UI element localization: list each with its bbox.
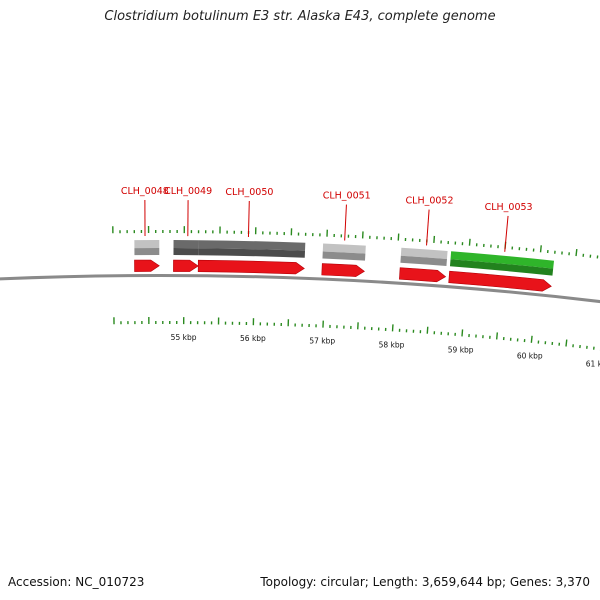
top-tick — [468, 238, 471, 246]
genome-info-text: Topology: circular; Length: 3,659,644 bp… — [260, 575, 590, 589]
gene-label: CLH_0051 — [323, 191, 371, 202]
kbp-scale-label: 57 kbp — [309, 337, 335, 346]
cds-arrow — [197, 259, 305, 275]
top-tick — [575, 249, 578, 257]
bottom-tick — [530, 335, 533, 343]
cds-arrow — [321, 263, 365, 277]
top-tick — [539, 245, 542, 253]
cds-arrow — [134, 259, 160, 272]
gene-label-leader — [426, 209, 430, 246]
cds-arrow — [448, 270, 552, 292]
gene-label-leader — [344, 204, 347, 241]
feature-box — [173, 240, 199, 249]
genome-backbone — [0, 274, 600, 304]
gene-label: CLH_0048 — [121, 186, 169, 197]
gene-label: CLH_0050 — [225, 187, 273, 198]
cds-arrow-track — [134, 259, 552, 292]
gene-label-leader — [504, 215, 509, 252]
top-tick — [433, 235, 436, 244]
kbp-scale-label: 58 kbp — [379, 340, 405, 349]
kbp-scale-label: 56 kbp — [240, 334, 266, 343]
feature-box-shade — [400, 255, 447, 266]
bottom-tick — [565, 339, 568, 347]
kbp-scale-label: 60 kbp — [517, 352, 543, 361]
bottom-tick — [426, 326, 429, 334]
cds-arrow — [399, 267, 447, 283]
cds-arrow — [173, 259, 199, 272]
gene-label-leader — [247, 201, 250, 238]
gene-label: CLH_0052 — [406, 196, 454, 207]
feature-track — [134, 240, 555, 276]
feature-box-shade — [198, 248, 306, 258]
feature-box-shade — [134, 248, 160, 256]
feature-box — [450, 251, 555, 269]
feature-box — [134, 240, 160, 249]
feature-box — [400, 247, 448, 259]
gene-label: CLH_0053 — [485, 202, 533, 213]
kbp-scale-label: 55 kbp — [171, 333, 197, 342]
kbp-scale-labels: 55 kbp 56 kbp 57 kbp 58 kbp 59 kbp 60 kbp 61 k… — [171, 333, 600, 368]
bottom-tick — [495, 332, 499, 340]
accession-text: Accession: NC_010723 — [8, 575, 145, 589]
feature-box — [198, 240, 306, 251]
feature-box — [322, 243, 366, 254]
gene-label: CLH_0049 — [164, 186, 212, 197]
kbp-scale-label: 61 kbp — [586, 359, 600, 368]
feature-box-shade — [173, 248, 199, 256]
map-title: Clostridium botulinum E3 str. Alaska E43… — [104, 9, 496, 24]
kbp-scale-label: 59 kbp — [448, 345, 474, 354]
feature-box-shade — [322, 251, 366, 261]
bottom-tick — [461, 329, 464, 337]
feature-box-shade — [449, 259, 554, 276]
tick-marks-bottom — [113, 317, 600, 351]
tick-marks-top — [112, 226, 599, 259]
